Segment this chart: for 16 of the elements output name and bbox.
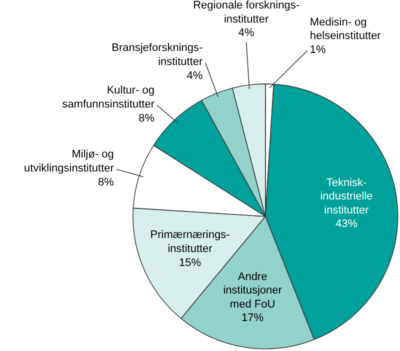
data-label: 8% <box>138 112 155 124</box>
data-label: 17% <box>242 312 264 324</box>
data-label: 4% <box>186 70 203 82</box>
slice-label: Miljø- og utviklingsinstitutter <box>24 148 114 175</box>
slice-label: Medisin- og helseinstitutter <box>310 16 382 42</box>
slice-label: Kultur- og samfunnsinstitutter <box>62 84 155 111</box>
data-label: 1% <box>310 44 326 56</box>
data-label: 8% <box>98 176 114 188</box>
slice-label: Andre institusjoner med FoU <box>223 270 282 310</box>
slice-label: Regionale forsknings- institutter <box>193 0 300 26</box>
data-label: 15% <box>179 256 202 269</box>
data-label: 4% <box>238 27 254 40</box>
data-label: 43% <box>336 218 358 230</box>
slice-label: Teknisk- industrielle institutter <box>320 176 373 216</box>
slice-label: Bransjeforsknings- institutter <box>112 42 204 68</box>
slice-label: Primærnærings- institutter <box>150 229 230 256</box>
